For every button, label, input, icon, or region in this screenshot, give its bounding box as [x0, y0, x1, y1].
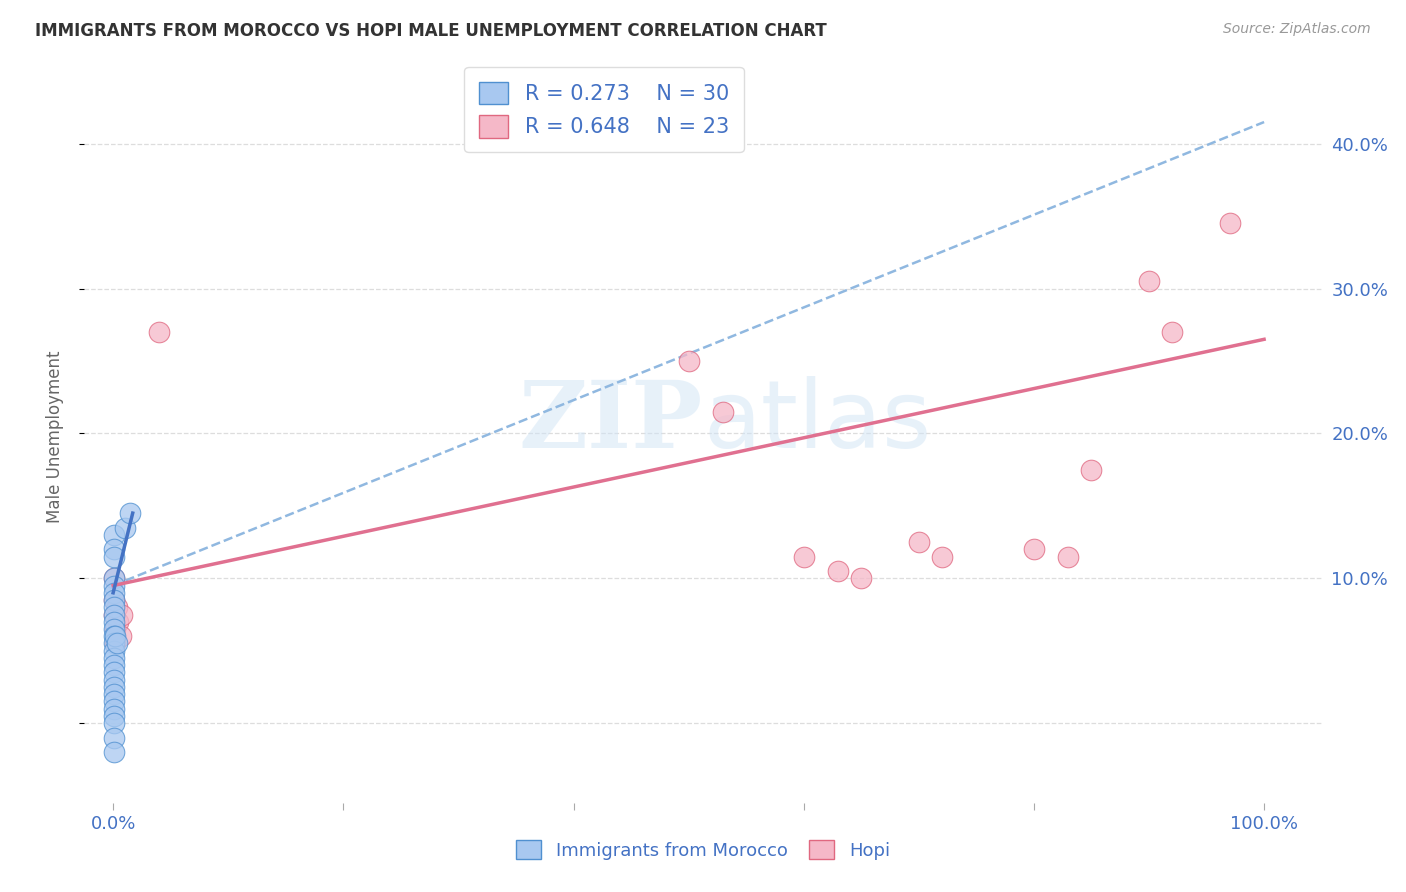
- Text: Source: ZipAtlas.com: Source: ZipAtlas.com: [1223, 22, 1371, 37]
- Point: [103, 665, 125, 680]
- Point: [104, 622, 127, 636]
- Point: [103, 578, 125, 592]
- Point: [103, 644, 125, 658]
- Point: [104, 636, 127, 650]
- Point: [103, 615, 125, 629]
- Point: [110, 629, 132, 643]
- Point: [111, 607, 134, 622]
- Point: [103, 687, 125, 701]
- Point: [1080, 463, 1102, 477]
- Point: [103, 571, 125, 585]
- Point: [103, 600, 125, 615]
- Point: [103, 593, 125, 607]
- Point: [103, 651, 125, 665]
- Point: [105, 600, 128, 615]
- Point: [103, 542, 125, 557]
- Point: [107, 615, 129, 629]
- Text: ZIP: ZIP: [519, 377, 703, 467]
- Point: [103, 745, 125, 759]
- Point: [827, 564, 849, 578]
- Text: IMMIGRANTS FROM MOROCCO VS HOPI MALE UNEMPLOYMENT CORRELATION CHART: IMMIGRANTS FROM MOROCCO VS HOPI MALE UNE…: [35, 22, 827, 40]
- Point: [711, 405, 734, 419]
- Point: [103, 593, 125, 607]
- Point: [103, 549, 125, 564]
- Point: [907, 535, 929, 549]
- Point: [103, 571, 125, 585]
- Legend: Immigrants from Morocco, Hopi: Immigrants from Morocco, Hopi: [509, 832, 897, 867]
- Point: [1161, 325, 1184, 339]
- Point: [103, 716, 125, 731]
- Point: [105, 636, 128, 650]
- Point: [1022, 542, 1045, 557]
- Point: [103, 528, 125, 542]
- Point: [103, 680, 125, 694]
- Point: [103, 731, 125, 745]
- Point: [851, 571, 873, 585]
- Point: [148, 325, 170, 339]
- Point: [103, 658, 125, 673]
- Point: [103, 709, 125, 723]
- Text: atlas: atlas: [703, 376, 931, 468]
- Point: [1137, 274, 1160, 288]
- Point: [931, 549, 953, 564]
- Point: [103, 622, 125, 636]
- Point: [793, 549, 815, 564]
- Point: [1057, 549, 1080, 564]
- Point: [103, 607, 125, 622]
- Point: [103, 694, 125, 708]
- Point: [678, 354, 700, 368]
- Point: [103, 607, 125, 622]
- Point: [103, 629, 125, 643]
- Point: [103, 636, 125, 650]
- Point: [104, 629, 127, 643]
- Point: [103, 673, 125, 687]
- Point: [120, 506, 142, 520]
- Point: [103, 586, 125, 600]
- Point: [114, 520, 136, 534]
- Point: [103, 701, 125, 715]
- Y-axis label: Male Unemployment: Male Unemployment: [45, 351, 63, 524]
- Point: [1219, 216, 1241, 230]
